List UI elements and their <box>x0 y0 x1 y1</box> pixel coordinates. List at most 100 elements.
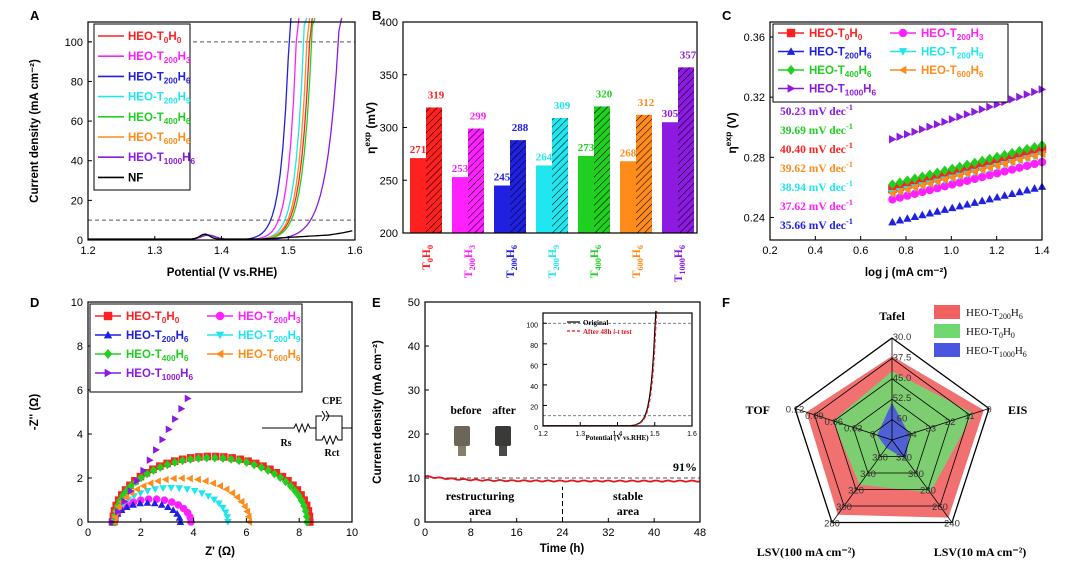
nyquist-point-HEO-T600H6 <box>161 475 169 484</box>
nyquist-point-HEO-T400H6 <box>178 456 187 466</box>
inset-legend-after-tail: test <box>619 328 632 336</box>
legend-label-HEO-T0H0: HEO-T0H0 <box>128 31 182 45</box>
nyquist-point-HEO-T600H6 <box>133 485 141 494</box>
legend-label-sub1: 0 <box>164 36 169 45</box>
nyquist-point-HEO-T1000H6 <box>184 394 192 403</box>
data-label-eta10: 271 <box>410 144 427 156</box>
tafel-point-HEO-T400H6 <box>1007 147 1017 158</box>
radar-tick-label: 0.03 <box>844 423 863 434</box>
y-tick-label: 40 <box>71 156 83 168</box>
nyquist-point-HEO-T200H9 <box>218 504 227 512</box>
nyquist-point-HEO-T600H6 <box>146 479 154 488</box>
tafel-point-HEO-T200H3 <box>985 170 994 180</box>
legend-label-main: HEO-T <box>921 28 957 40</box>
data-label-eta10: 273 <box>578 142 595 154</box>
tafel-point-HEO-T600H6 <box>955 171 964 180</box>
category-label: T600H6 <box>631 245 645 278</box>
nyquist-point-HEO-T200H9 <box>221 509 230 517</box>
nyquist-point-HEO-T600H6 <box>201 477 209 485</box>
radar-tick-label: 45.0 <box>893 373 912 384</box>
panel-letter-E: E <box>372 295 381 310</box>
category-label-main: T <box>673 274 685 282</box>
tafel-point-HEO-T1000H6 <box>963 110 972 119</box>
x-tick-label: 4 <box>191 527 197 539</box>
y-tick-label: 50 <box>408 297 420 309</box>
radar-tick-label: 44 <box>906 430 917 441</box>
tafel-point-HEO-T1000H6 <box>941 117 949 127</box>
radar-tick-label: 0 <box>870 430 875 441</box>
legend-label-HEO-T200H6: HEO-T200H6 <box>126 330 189 344</box>
legend-label-sub1: 1000 <box>999 350 1015 359</box>
tafel-point-HEO-T1000H6 <box>956 112 964 122</box>
tafel-unit-sup: -1 <box>846 197 853 207</box>
y-tick-label: 80 <box>530 343 538 350</box>
tafel-point-HEO-T1000H6 <box>896 132 905 141</box>
legend-label-sub2: 6 <box>186 117 191 126</box>
nyquist-point-HEO-T200H3 <box>174 501 183 509</box>
nyquist-point-HEO-T200H3 <box>168 498 176 506</box>
electrode-photo-after <box>495 426 511 446</box>
inset-legend-after-main: After 48h <box>583 328 613 336</box>
category-label: T200H9 <box>547 245 561 278</box>
nyquist-point-HEO-T200H9 <box>183 486 191 494</box>
inset-background <box>543 313 692 426</box>
x-tick-label: 1.4 <box>1034 245 1049 257</box>
radar-tick-label: 52.5 <box>893 393 912 404</box>
tafel-point-HEO-T400H6 <box>985 153 994 164</box>
nyquist-point-HEO-T400H6 <box>286 481 295 491</box>
x-tick-label: 1.4 <box>613 431 623 438</box>
category-label-sub2: 3 <box>468 245 477 249</box>
data-label-eta100: 320 <box>596 88 613 100</box>
bar-eta100-hatch <box>552 118 568 233</box>
y-tick-label: 20 <box>530 404 538 411</box>
legend-label-main: HEO-T <box>809 84 845 96</box>
bar-eta100-hatch <box>594 106 610 233</box>
retention-label: 91% <box>673 460 697 474</box>
tafel-point-HEO-T200H6 <box>888 217 897 226</box>
legend-label-main: HEO-T <box>921 65 957 77</box>
legend-label-mid: H <box>178 71 186 83</box>
legend-marker <box>898 65 907 75</box>
tafel-point-HEO-T600H6 <box>1030 151 1038 161</box>
tafel-point-HEO-T200H3 <box>1000 167 1009 176</box>
panel-c: 0.2 0.4 0.6 0.8 1.0 1.2 1.4 0.24 0.28 0.32 0.36 HEO… <box>723 21 1050 279</box>
legend-label-main: HEO-T <box>126 330 162 342</box>
tafel-point-HEO-T1000H6 <box>904 130 912 139</box>
tafel-point-HEO-T400H6 <box>963 159 972 170</box>
nyquist-point-HEO-T400H6 <box>235 456 243 466</box>
y-tick-label: 0.24 <box>744 212 765 224</box>
category-label-sub2: 6 <box>510 245 519 249</box>
radar-grid-ring <box>833 378 951 490</box>
tafel-point-HEO-T600H6 <box>888 189 896 198</box>
legend-label-sub2: 6 <box>296 354 301 363</box>
x-axis-title: Z' (Ω) <box>205 546 235 558</box>
legend-label-main: HEO-T <box>921 47 957 59</box>
x-tick-label: 40 <box>648 527 660 539</box>
legend-label-mid: H <box>176 330 184 342</box>
category-label-sub2: 9 <box>552 245 561 249</box>
tafel-point-HEO-T600H6 <box>1022 153 1031 163</box>
nyquist-point-HEO-T400H6 <box>270 469 279 479</box>
tafel-point-HEO-T600H6 <box>1000 159 1008 169</box>
panel-letter-F: F <box>722 295 730 310</box>
y-axis-title: Current density (mA cm⁻²) <box>372 340 384 484</box>
radar-tick-label: 0.06 <box>825 417 844 428</box>
nyquist-point-HEO-T1000H6 <box>159 435 167 444</box>
legend-label-HEO-T200H6: HEO-T200H6 <box>809 47 872 61</box>
legend-label-HEO-T200H6: HEO-T200H6 <box>128 71 191 85</box>
tafel-slope-label: 35.66 mV dec-1 <box>780 216 853 232</box>
legend-label-HEO-T600H6: HEO-T600H6 <box>128 132 191 146</box>
x-tick-label: 1.6 <box>687 431 697 438</box>
category-label: T200H6 <box>505 245 519 278</box>
tafel-point-HEO-T600H6 <box>1007 157 1016 167</box>
legend-label-HEO-T400H6: HEO-T400H6 <box>809 65 872 79</box>
legend-label-HEO-T0H0: HEO-T0H0 <box>126 311 180 325</box>
x-tick-label: 1.2 <box>80 245 95 257</box>
legend-label-HEO-T1000H6: HEO-T1000H6 <box>809 84 876 98</box>
y-title-main: η <box>725 146 739 153</box>
tafel-point-HEO-T200H6 <box>977 196 987 205</box>
nyquist-point-HEO-T200H6 <box>157 500 166 508</box>
area-label-restructuring-area: area <box>469 504 491 518</box>
nyquist-point-HEO-T1000H6 <box>153 446 160 454</box>
